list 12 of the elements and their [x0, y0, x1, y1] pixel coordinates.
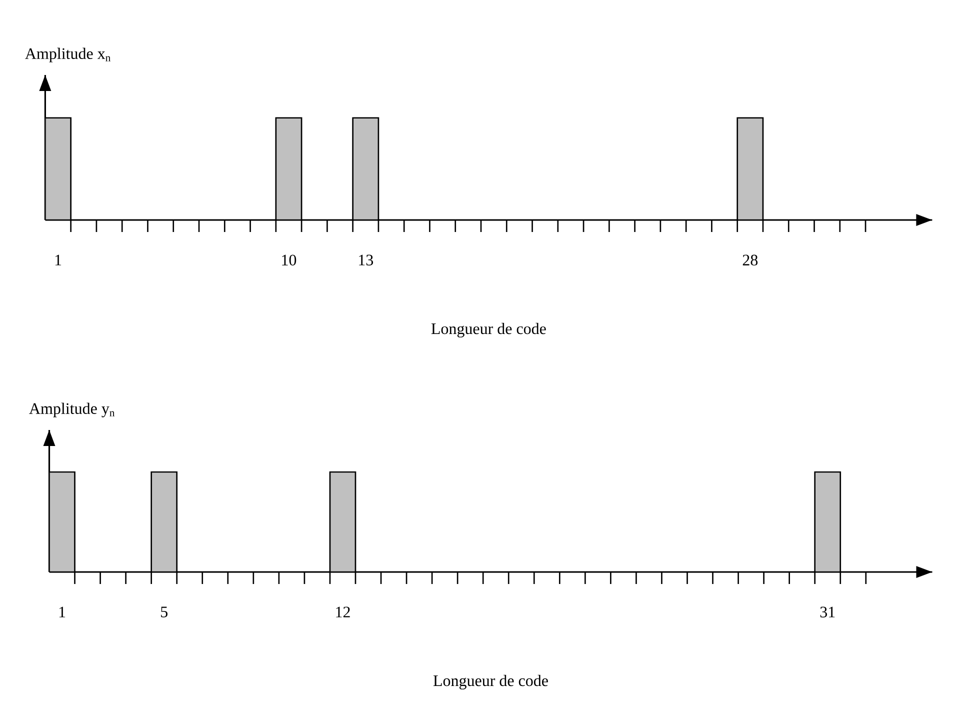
y-axis-title: Amplitude x$_{n}$ — [25, 48, 110, 62]
x-axis-title: Longueur de code — [433, 674, 548, 690]
x-tick-label: 12 — [336, 606, 350, 618]
y-axis-title: Amplitude y$_{n}$ — [29, 402, 115, 418]
x-tick-label: 31 — [820, 606, 835, 618]
x-tick-label: 1 — [59, 606, 66, 618]
x-tick-label: 1 — [55, 254, 62, 266]
x-tick-label: 5 — [161, 606, 168, 618]
x-tick-label: 10 — [282, 254, 296, 266]
x-axis-title: Longueur de code — [431, 322, 546, 338]
x-tick-label: 13 — [359, 254, 374, 266]
x-tick-label: 28 — [742, 254, 758, 266]
